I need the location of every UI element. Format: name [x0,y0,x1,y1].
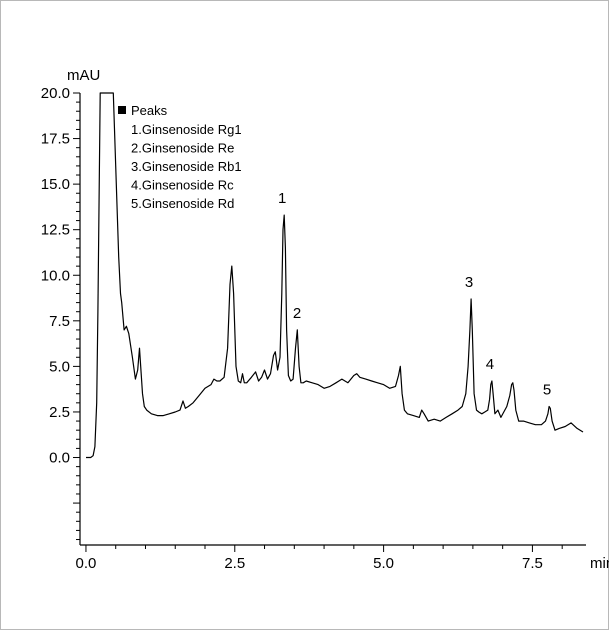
series-line-1 [86,92,584,459]
legend-entry: 2.Ginsenoside Re [131,141,234,156]
y-tick-label: 2.5 [49,404,70,421]
legend-entry: 1.Ginsenoside Rg1 [131,122,242,137]
legend-entry: 4.Ginsenoside Rc [131,178,234,193]
y-tick-label: 0.0 [49,450,70,467]
legend: Peaks 1.Ginsenoside Rg1 2.Ginsenoside Re 3… [118,103,242,211]
peak-label: 1 [278,190,286,207]
y-tick-label: 17.5 [41,131,70,148]
legend-entry: 5.Ginsenoside Rd [131,196,234,211]
y-tick-label: 10.0 [41,267,70,284]
legend-title: Peaks [131,103,168,118]
series-layer [86,92,584,459]
x-axis-unit: min [590,555,609,572]
y-tick-label: 12.5 [41,222,70,239]
x-tick-label: 2.5 [224,555,245,572]
y-axis-unit: mAU [67,67,100,84]
y-tick-label: 7.5 [49,313,70,330]
legend-entries: 1.Ginsenoside Rg1 2.Ginsenoside Re 3.Ginse… [131,122,242,211]
peak-label: 2 [293,305,301,322]
x-tick-label: 5.0 [373,555,394,572]
y-tick-label: 15.0 [41,176,70,193]
peak-labels: 1 2 3 4 5 [278,190,551,398]
y-axis-ticks: 0.0 2.5 5.0 7.5 10.0 12.5 15.0 17.5 20.0 [41,85,80,541]
legend-entry: 3.Ginsenoside Rb1 [131,159,242,174]
legend-marker [118,106,126,114]
x-tick-label: 0.0 [76,555,97,572]
x-tick-label: 7.5 [522,555,543,572]
peak-label: 5 [543,381,551,398]
y-tick-label: 5.0 [49,358,70,375]
peak-label: 4 [486,356,494,373]
x-axis-ticks: 0.0 2.5 5.0 7.5 [76,545,563,572]
peak-label: 3 [465,274,473,291]
y-tick-label: 20.0 [41,85,70,102]
